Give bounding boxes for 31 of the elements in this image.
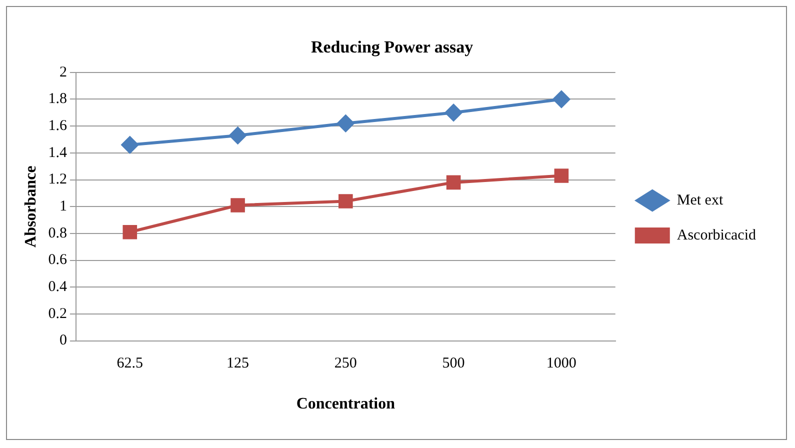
- point: [337, 114, 354, 132]
- y-tick-label: 0.6: [48, 252, 68, 268]
- legend-label: Met ext: [676, 192, 724, 208]
- y-tick-label: 0: [59, 332, 67, 349]
- x-tick-label: 62.5: [116, 356, 144, 372]
- chart-title: Reducing Power assay: [310, 38, 474, 57]
- point: [122, 224, 138, 240]
- y-tick-label: 0.2: [48, 306, 67, 322]
- x-tick-label: 250: [334, 356, 357, 372]
- y-tick-label: 2: [59, 64, 67, 80]
- x-tick-label: 500: [442, 356, 465, 372]
- point: [552, 90, 570, 108]
- y-tick-label: 1.6: [48, 118, 68, 134]
- y-tick-label: 0.8: [48, 225, 67, 242]
- y-axis-title: Absorbance: [22, 166, 40, 248]
- y-tick-label: 1: [59, 198, 67, 215]
- x-axis-title: Concentration: [296, 396, 396, 413]
- point: [229, 126, 246, 144]
- point: [446, 175, 461, 190]
- point: [230, 198, 245, 212]
- point: [554, 168, 569, 183]
- legend-label: Ascorbicacid: [676, 227, 756, 244]
- x-tick-label: 125: [226, 356, 250, 372]
- y-tick-label: 1.2: [48, 172, 67, 188]
- point: [121, 136, 138, 154]
- x-tick-label: 1000: [546, 356, 576, 372]
- y-tick-label: 0.4: [48, 279, 68, 296]
- y-tick-label: 1.8: [48, 91, 67, 108]
- point: [445, 104, 462, 122]
- y-tick-label: 1.4: [48, 144, 68, 161]
- point: [338, 194, 353, 208]
